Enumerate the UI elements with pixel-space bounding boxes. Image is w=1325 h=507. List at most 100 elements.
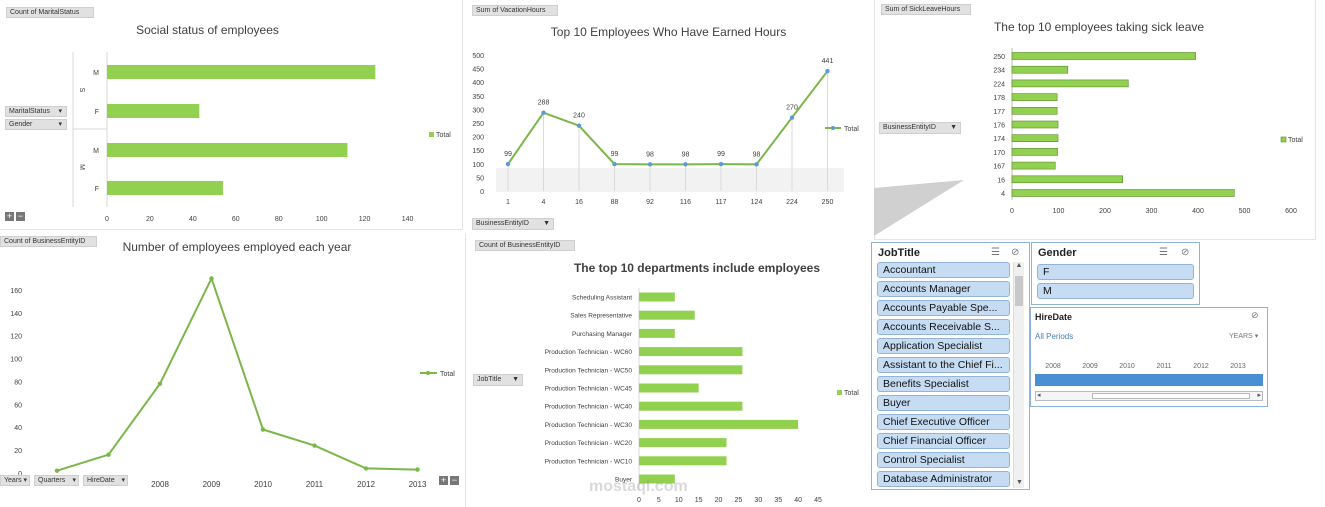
expand-button[interactable]: + (5, 211, 14, 221)
gender-item-m[interactable]: M (1037, 283, 1194, 299)
jobtitle-filter-label: JobTitle (477, 376, 502, 383)
hired-field-button[interactable]: Count of BusinessEntityID (0, 236, 97, 247)
sick-entity-filter[interactable]: BusinessEntityID ▼ (879, 122, 961, 134)
x-tick-label-2: 200 (1099, 208, 1111, 215)
mostaql-watermark: mostaql.com (589, 478, 688, 495)
timeline-scroll-thumb[interactable] (1092, 393, 1250, 399)
scroll-thumb[interactable] (1015, 276, 1023, 306)
timeline-year-label[interactable]: 2011 (1156, 363, 1172, 370)
clear-filter-icon[interactable]: ⊘ (1011, 247, 1020, 258)
timeline-year-label[interactable]: 2010 (1119, 363, 1135, 370)
bar-1 (107, 104, 200, 118)
gender-filter[interactable]: Gender ▾ (5, 119, 67, 130)
data-point-1 (541, 110, 546, 115)
x-tick-label-1: 100 (1053, 208, 1065, 215)
jobtitle-item[interactable]: Accountant (877, 262, 1010, 278)
data-point-8 (789, 115, 795, 120)
timeline-scrollbar[interactable]: ◂ ▸ (1035, 391, 1263, 401)
data-point-4 (647, 162, 653, 167)
collapse-button[interactable]: − (16, 211, 25, 221)
jobtitle-item[interactable]: Chief Financial Officer (877, 433, 1010, 449)
quarters-filter[interactable]: Quarters ▾ (34, 475, 79, 486)
dropdown-arrow-icon: ▾ (58, 121, 62, 128)
dropdown-arrow-icon: ▾ (58, 108, 62, 115)
data-point-2 (576, 123, 582, 128)
marital-field-button[interactable]: Count of MaritalStatus (6, 7, 94, 18)
clear-filter-icon[interactable]: ⊘ (1181, 247, 1190, 258)
multi-select-icon[interactable]: ☰ (991, 247, 1000, 258)
y-tick-label-6: 300 (472, 107, 484, 114)
vacation-hours-chart-panel: Sum of VacationHours Top 10 Employees Wh… (466, 0, 872, 232)
data-label-3: 99 (611, 151, 619, 158)
timeline-year-label[interactable]: 2008 (1045, 363, 1061, 370)
x-tick-label-1: 20 (146, 216, 154, 223)
gender-filter-label: Gender (9, 121, 33, 128)
data-point-6 (718, 161, 724, 167)
vacation-entity-filter-label: BusinessEntityID (476, 220, 529, 227)
category-label-0: Scheduling Assistant (572, 295, 632, 302)
outer-label-0: S (78, 88, 85, 93)
y-tick-label-8: 160 (10, 288, 22, 295)
category-label-6: 174 (993, 136, 1005, 143)
vacation-entity-filter[interactable]: BusinessEntityID ▼ (472, 218, 554, 230)
x-tick-label-5: 100 (316, 216, 328, 223)
y-tick-label-10: 500 (472, 53, 484, 60)
outer-label-1: M (78, 164, 85, 170)
expand-button[interactable]: + (439, 475, 448, 485)
jobtitle-item[interactable]: Assistant to the Chief Fi... (877, 357, 1010, 373)
jobtitle-item[interactable]: Benefits Specialist (877, 376, 1010, 392)
x-tick-label-4: 400 (1192, 208, 1204, 215)
slicer-scrollbar[interactable]: ▲ ▼ (1013, 262, 1024, 488)
timeline-year-label[interactable]: 2009 (1082, 363, 1098, 370)
data-label-9: 441 (822, 58, 834, 65)
legend-label: Total (440, 371, 455, 378)
scroll-right-arrow-icon[interactable]: ▸ (1257, 392, 1261, 399)
jobtitle-item[interactable]: Accounts Manager (877, 281, 1010, 297)
jobtitle-item[interactable]: Database Administrator (877, 471, 1010, 487)
y-tick-label-0: 0 (480, 189, 484, 196)
data-point-1 (106, 452, 111, 457)
years-filter[interactable]: Years ▾ (0, 475, 30, 486)
scroll-down-arrow-icon[interactable]: ▼ (1016, 479, 1023, 486)
marital-status-filter[interactable]: MaritalStatus ▾ (5, 106, 67, 117)
gender-item-f[interactable]: F (1037, 264, 1194, 280)
y-tick-label-1: 50 (476, 175, 484, 182)
x-tick-label-9: 250 (822, 199, 834, 206)
category-label-3: F (95, 186, 99, 193)
jobtitle-item[interactable]: Accounts Receivable S... (877, 319, 1010, 335)
departments-field-button[interactable]: Count of BusinessEntityID (475, 240, 575, 251)
x-tick-label-7: 35 (774, 497, 782, 504)
clear-filter-icon[interactable]: ⊘ (1251, 310, 1259, 320)
jobtitle-item[interactable]: Control Specialist (877, 452, 1010, 468)
timeline-year-label[interactable]: 2012 (1193, 363, 1209, 370)
legend-swatch (837, 390, 842, 395)
scroll-up-arrow-icon[interactable]: ▲ (1015, 262, 1023, 269)
timeline-year-label[interactable]: 2013 (1230, 363, 1246, 370)
timeline-level-selector[interactable]: YEARS ▾ (1229, 332, 1258, 340)
data-label-2: 240 (573, 113, 585, 120)
collapse-button[interactable]: − (450, 475, 459, 485)
bar-5 (1011, 120, 1059, 129)
vacation-field-button[interactable]: Sum of VacationHours (472, 5, 558, 16)
data-point-6 (363, 466, 369, 471)
scroll-left-arrow-icon[interactable]: ◂ (1037, 392, 1041, 399)
multi-select-icon[interactable]: ☰ (1159, 247, 1168, 258)
bar-2 (107, 143, 348, 157)
category-label-3: 178 (993, 95, 1005, 102)
jobtitle-filter[interactable]: JobTitle ▼ (473, 374, 523, 386)
gender-slicer: Gender ☰ ⊘ F M (1031, 242, 1200, 305)
quarters-filter-label: Quarters (38, 477, 66, 484)
sick-field-button[interactable]: Sum of SickLeaveHours (881, 4, 971, 15)
timeline-bar[interactable] (1035, 374, 1263, 386)
x-tick-label-3: 2011 (306, 480, 324, 489)
jobtitle-item[interactable]: Buyer (877, 395, 1010, 411)
gray-shadow-triangle (874, 180, 964, 236)
jobtitle-item[interactable]: Accounts Payable Spe... (877, 300, 1010, 316)
hired-chart-title: Number of employees employed each year (122, 240, 352, 254)
jobtitle-item[interactable]: Application Specialist (877, 338, 1010, 354)
jobtitle-item[interactable]: Chief Executive Officer (877, 414, 1010, 430)
x-tick-label-2: 10 (675, 497, 683, 504)
sick-chart-title: The top 10 employees taking sick leave (993, 20, 1205, 34)
category-label-9: Production Technician - WC10 (545, 458, 633, 465)
hiredate-filter[interactable]: HireDate ▾ (83, 475, 128, 486)
